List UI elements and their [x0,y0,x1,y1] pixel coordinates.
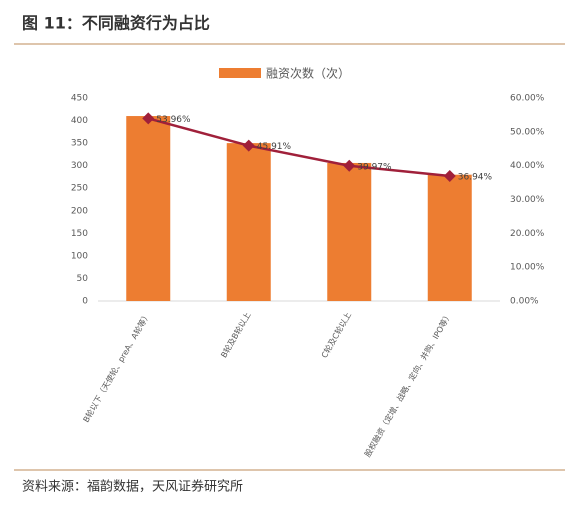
data-label: 45.91% [257,142,292,152]
y2-tick-label: 60.00% [510,94,545,104]
x-tick-label: B轮以下（天使轮、preA、A轮等） [81,310,152,424]
data-label: 39.97% [357,162,392,172]
y2-tick-label: 50.00% [510,127,545,137]
y-tick-label: 0 [82,297,88,307]
y-tick-label: 350 [71,139,88,149]
source: 资料来源：福韵数据，天风证券研究所 [22,479,243,495]
marker [343,159,356,172]
legend-label: 融资次数（次） [266,66,350,81]
bar [327,162,372,301]
marker [242,139,255,152]
y-tick-label: 50 [77,274,89,284]
y2-tick-label: 10.00% [510,263,545,273]
y2-tick-label: 20.00% [510,229,545,239]
x-tick-label: C轮及C轮以上 [319,310,353,359]
bar [126,116,171,302]
chart-title: 图 11：不同融资行为占比 [22,14,210,33]
bar [427,174,472,301]
y-tick-label: 400 [71,116,88,126]
y-tick-label: 200 [71,206,88,216]
marker [443,170,456,183]
x-tick-label: B轮及B轮以上 [218,310,252,359]
y-tick-label: 150 [71,229,88,239]
y-tick-label: 100 [71,251,88,261]
data-label: 36.94% [458,173,493,183]
y-tick-label: 250 [71,184,88,194]
data-label: 53.96% [156,115,191,125]
y2-tick-label: 40.00% [510,161,545,171]
line [147,117,450,178]
y-tick-label: 450 [71,94,88,104]
y2-tick-label: 0.00% [510,297,539,307]
x-tick-label: 股权融资（定增、战略、定向、并购、IPO等） [362,310,453,458]
bar [226,143,271,301]
y-tick-label: 300 [71,161,88,171]
marker [142,112,155,125]
legend-swatch [219,68,261,78]
y2-tick-label: 30.00% [510,195,545,205]
